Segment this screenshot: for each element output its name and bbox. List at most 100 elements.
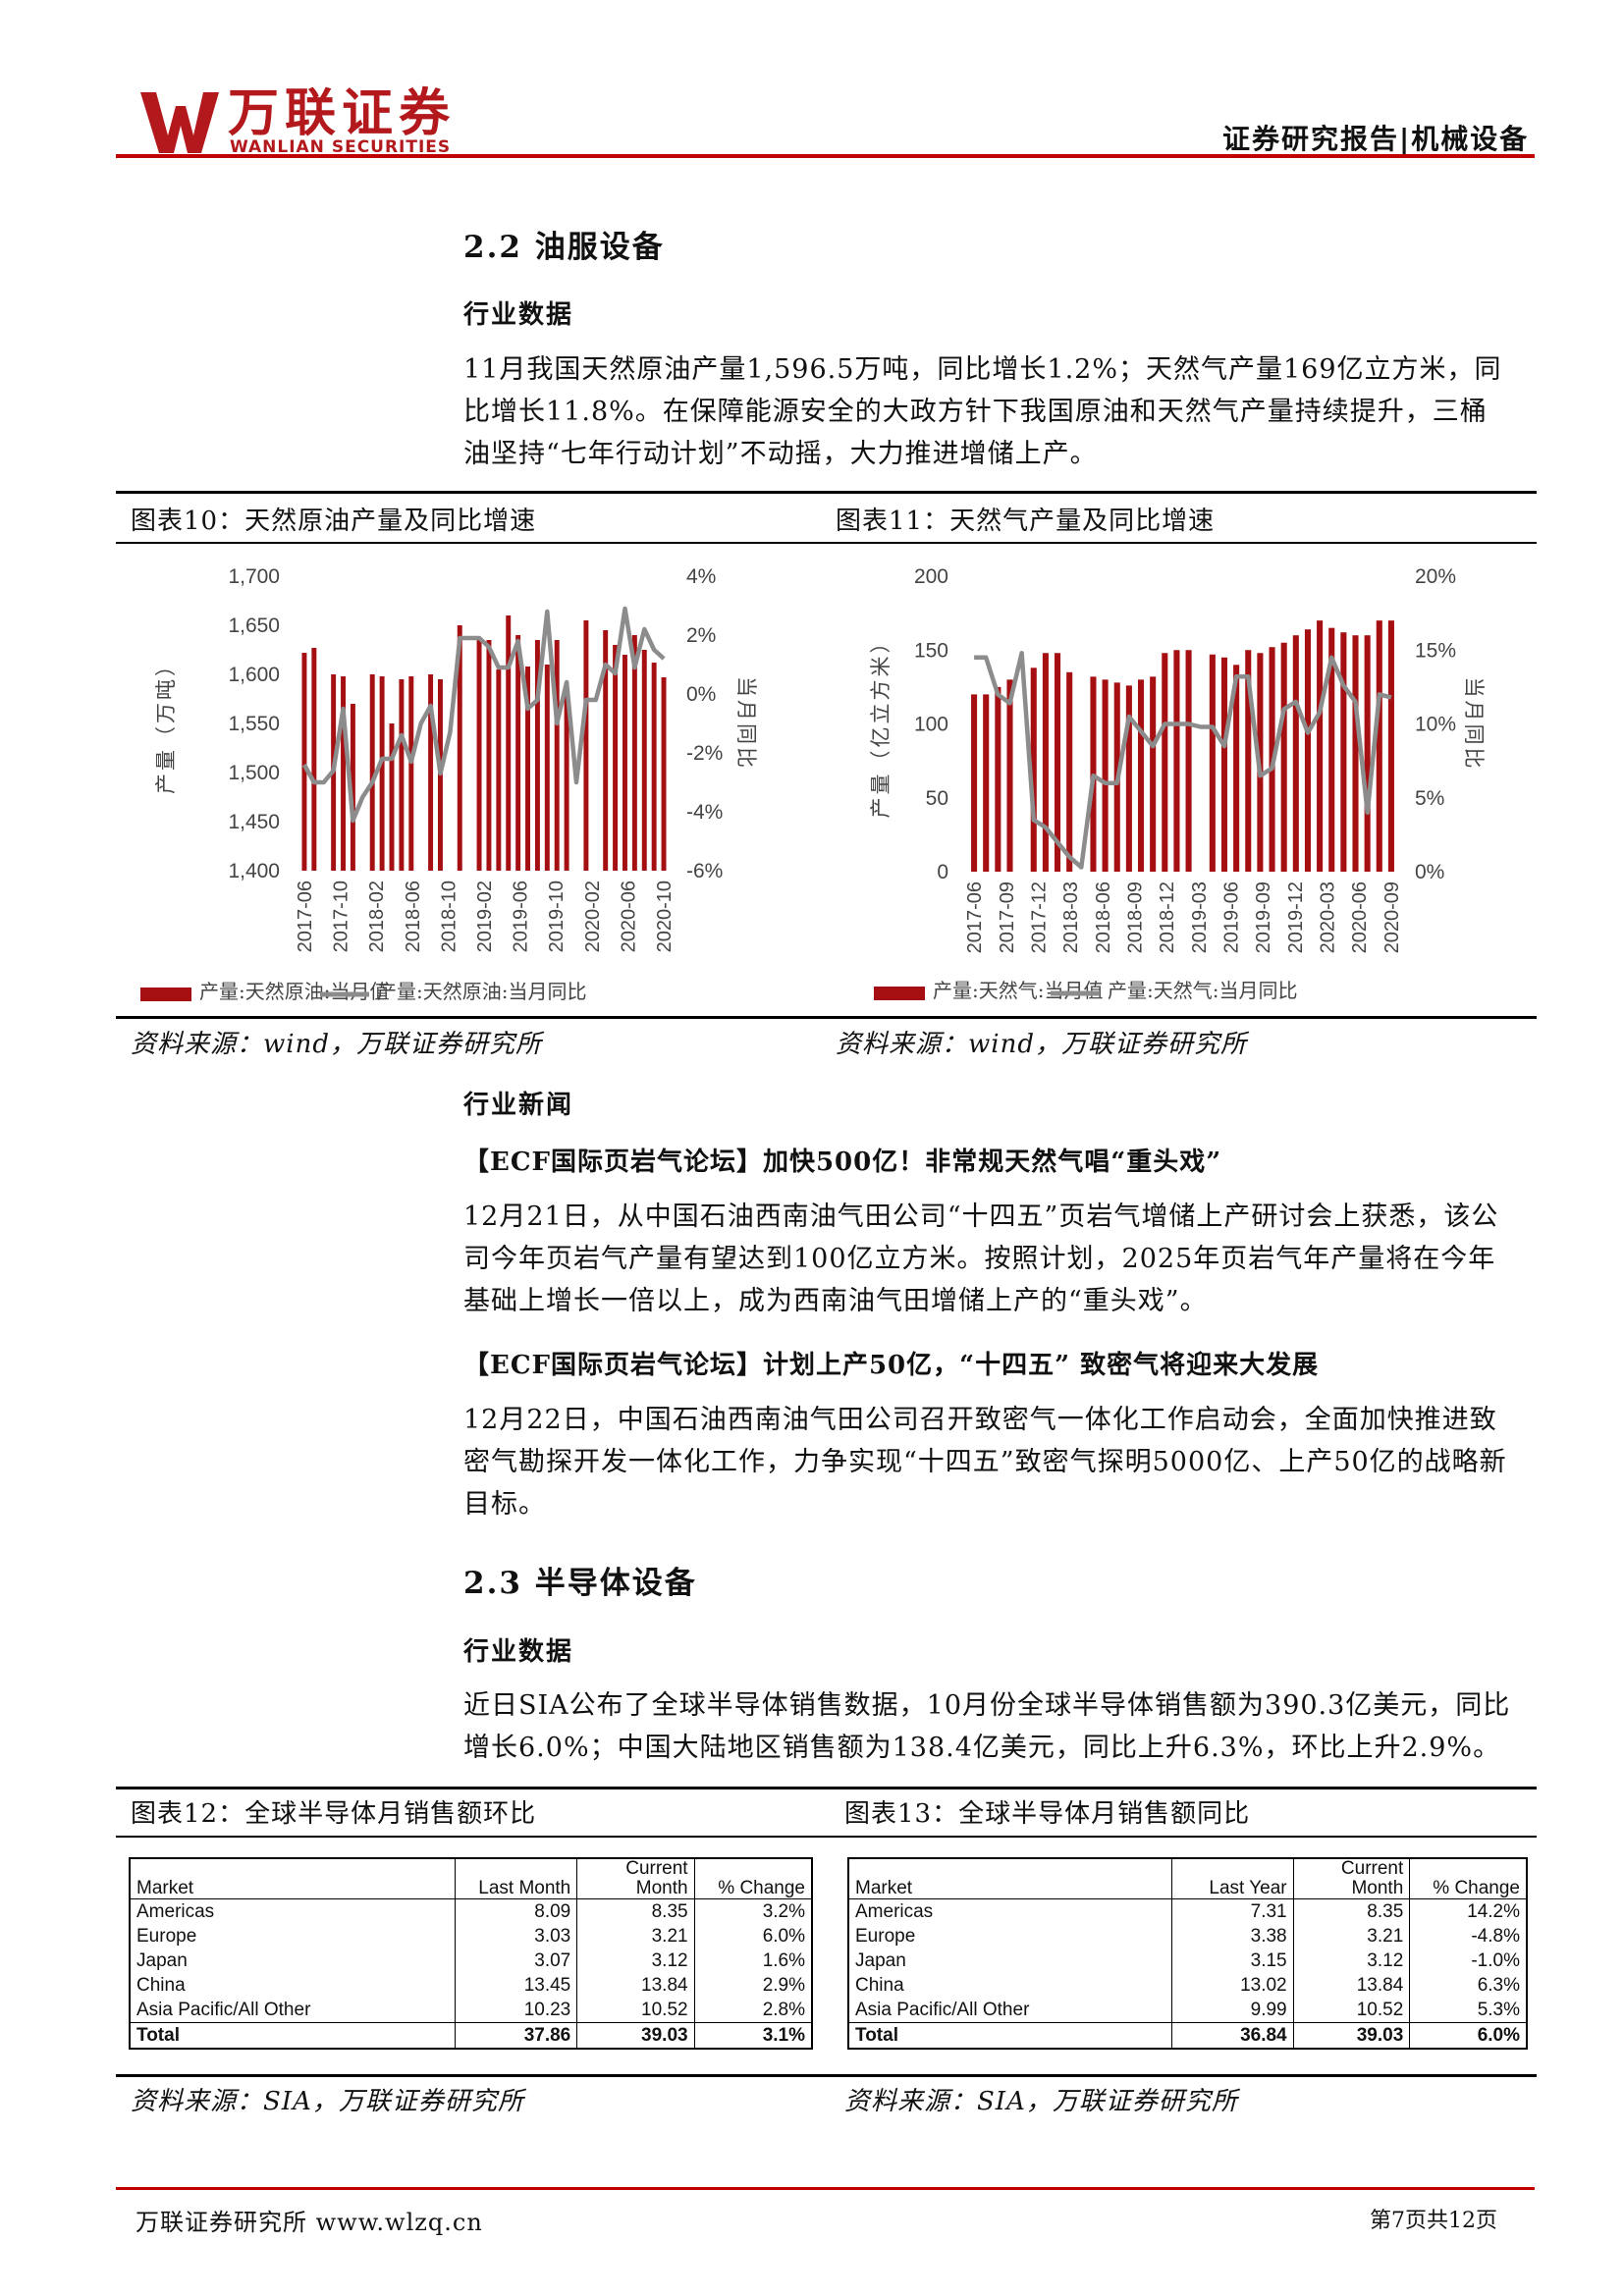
y2-tick-label: 4% xyxy=(686,565,716,588)
total-value-cell: 36.84 xyxy=(1170,2022,1294,2050)
bar xyxy=(544,665,550,871)
value-cell: 8.09 xyxy=(454,1898,577,1924)
fig11-source: 资料来源：wind，万联证券研究所 xyxy=(836,1030,1247,1059)
value-cell: 2.9% xyxy=(693,1973,812,1998)
y-tick-label: 50 xyxy=(926,787,948,810)
x-tick-label: 2020-06 xyxy=(1349,881,1371,953)
bar xyxy=(379,676,385,871)
bar xyxy=(1042,653,1049,872)
bar xyxy=(1055,653,1061,872)
bar xyxy=(1066,671,1073,872)
y2-tick-label: 5% xyxy=(1415,787,1444,810)
y2-tick-label: -2% xyxy=(686,742,723,765)
col-pct-change: % Change xyxy=(1409,1858,1527,1899)
bar xyxy=(301,653,307,871)
x-tick-label: 2020-10 xyxy=(654,881,676,952)
value-cell: 3.07 xyxy=(454,1949,577,1973)
value-cell: 6.3% xyxy=(1409,1973,1527,1998)
fig-block-top-rule xyxy=(116,491,1537,494)
bar xyxy=(641,650,647,871)
fig10-title: 图表10：天然原油产量及同比增速 xyxy=(131,507,537,536)
table-row: Japan 3.07 3.12 1.6% xyxy=(130,1949,812,1973)
fig-block-bottom-rule xyxy=(116,1016,1537,1019)
bar xyxy=(476,637,482,871)
bar xyxy=(554,640,560,871)
bar xyxy=(1102,679,1109,872)
bar xyxy=(631,635,637,871)
x-tick-label: 2020-09 xyxy=(1381,881,1403,953)
bar xyxy=(1162,653,1168,872)
header-rule xyxy=(116,154,1535,158)
value-cell: 3.15 xyxy=(1170,1949,1294,1973)
y2-tick-label: -4% xyxy=(686,801,723,824)
table-row: China 13.02 13.84 6.3% xyxy=(848,1973,1527,1998)
bar xyxy=(496,669,502,871)
bar xyxy=(1280,642,1287,872)
x-tick-label: 2018-02 xyxy=(366,881,388,952)
x-tick-label: 2020-06 xyxy=(618,881,639,952)
value-cell: 2.8% xyxy=(693,1998,812,2023)
x-tick-label: 2020-03 xyxy=(1318,881,1339,953)
bar xyxy=(369,674,375,871)
legend-bar-label: 产量:天然气:当月值 xyxy=(933,979,1103,1002)
fig12-source: 资料来源：SIA，万联证券研究所 xyxy=(131,2087,524,2116)
x-tick-label: 2018-06 xyxy=(1093,881,1114,953)
section-2-2-paragraph: 11月我国天然原油产量1,596.5万吨，同比增长1.2%；天然气产量169亿立… xyxy=(463,354,1502,469)
bar xyxy=(1364,635,1371,872)
value-cell: 10.23 xyxy=(454,1998,577,2023)
bar xyxy=(1137,679,1145,872)
y-tick-label: 1,550 xyxy=(228,713,280,735)
report-type: 证券研究报告|机械设备 xyxy=(1222,123,1530,155)
value-cell: 5.3% xyxy=(1409,1998,1527,2023)
news1-title: 【ECF国际页岩气论坛】加快500亿！非常规天然气唱“重头戏” xyxy=(463,1148,1222,1177)
total-value-cell: 6.0% xyxy=(1409,2022,1527,2050)
bar xyxy=(1173,650,1180,872)
total-value-cell: 37.86 xyxy=(454,2022,577,2050)
section-2-2-data-heading: 行业数据 xyxy=(463,300,574,330)
value-cell: 1.6% xyxy=(693,1949,812,1973)
x-tick-label: 2018-10 xyxy=(438,881,460,952)
market-cell: Europe xyxy=(136,1926,197,1947)
bar xyxy=(651,663,657,871)
table-row: Europe 3.38 3.21 -4.8% xyxy=(848,1924,1527,1949)
logo-en-text: WANLIAN SECURITIES xyxy=(230,137,452,157)
bar xyxy=(1317,620,1324,872)
table-row: China 13.45 13.84 2.9% xyxy=(130,1973,812,1998)
table-total-row: Total 36.84 39.03 6.0% xyxy=(848,2022,1527,2050)
x-tick-label: 2017-10 xyxy=(331,881,352,952)
y2-axis-title: 当月同比 xyxy=(734,676,758,771)
bar xyxy=(1292,635,1299,872)
y-tick-label: 0 xyxy=(937,861,948,883)
y2-tick-label: 0% xyxy=(1415,861,1444,883)
bar xyxy=(525,667,530,871)
bar xyxy=(428,674,434,871)
table-row: Asia Pacific/All Other 10.23 10.52 2.8% xyxy=(130,1998,812,2023)
table-header-row: Market Last Year Current Month % Change xyxy=(848,1858,1527,1899)
bar xyxy=(515,635,521,871)
news2-title: 【ECF国际页岩气论坛】计划上产50亿，“十四五” 致密气将迎来大发展 xyxy=(463,1351,1320,1380)
y2-tick-label: 0% xyxy=(686,683,716,706)
bar xyxy=(623,655,627,871)
x-tick-label: 2019-03 xyxy=(1189,881,1211,953)
page-header: 万联证券 WANLIAN SECURITIES 证券研究报告|机械设备 xyxy=(0,0,1624,162)
bar xyxy=(1340,632,1347,872)
value-cell: 13.84 xyxy=(576,1973,695,1998)
x-tick-label: 2019-06 xyxy=(1221,881,1243,953)
bar xyxy=(1030,667,1037,872)
mom-sales-table: Market Last Month Current Month % Change… xyxy=(129,1857,813,2050)
value-cell: -1.0% xyxy=(1409,1949,1527,1973)
crude-oil-chart: 1,700 1,650 1,600 1,550 1,500 1,450 1,400 4% 2% 0… xyxy=(140,565,758,1003)
bar xyxy=(506,615,512,871)
value-cell: 3.03 xyxy=(454,1924,577,1949)
x-tick-label: 2019-12 xyxy=(1285,881,1307,953)
legend-line-label: 产量:天然气:当月同比 xyxy=(1108,979,1297,1002)
col-pct-change: % Change xyxy=(693,1858,812,1899)
bar xyxy=(1185,650,1192,872)
bar xyxy=(1328,627,1335,872)
y2-tick-label: -6% xyxy=(686,860,723,882)
market-cell: Japan xyxy=(855,1950,906,1971)
y2-tick-label: 20% xyxy=(1415,565,1456,588)
bar xyxy=(1304,629,1311,872)
value-cell: 9.99 xyxy=(1170,1998,1294,2023)
bar xyxy=(995,686,1001,872)
